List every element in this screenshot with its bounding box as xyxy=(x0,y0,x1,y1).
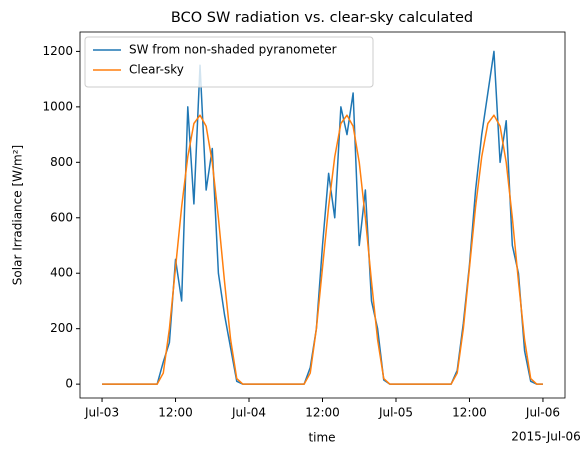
x-axis-label: time xyxy=(308,431,335,445)
chart-title: BCO SW radiation vs. clear-sky calculate… xyxy=(171,10,473,26)
legend-label: Clear-sky xyxy=(129,63,184,77)
series-line xyxy=(102,114,543,385)
x-tick-label: 12:00 xyxy=(158,406,193,420)
legend-box xyxy=(84,36,374,88)
y-tick-label: 1000 xyxy=(42,99,73,113)
y-tick-label: 800 xyxy=(50,155,73,169)
y-axis-label: Solar Irradiance [W/m²] xyxy=(11,145,25,285)
x-tick-label: 12:00 xyxy=(305,406,340,420)
legend-label: SW from non-shaded pyranometer xyxy=(129,43,337,57)
x-tick-label: Jul-06 xyxy=(525,406,560,420)
y-tick-label: 1200 xyxy=(42,44,73,58)
y-tick-label: 600 xyxy=(50,210,73,224)
x-tick-label: Jul-03 xyxy=(84,406,119,420)
y-tick-label: 400 xyxy=(50,266,73,280)
x-tick-label: Jul-05 xyxy=(378,406,413,420)
y-tick-label: 200 xyxy=(50,321,73,335)
y-tick-label: 0 xyxy=(65,377,73,391)
x-offset-text: 2015-Jul-06 xyxy=(511,430,580,444)
x-tick-label: Jul-04 xyxy=(231,406,266,420)
x-tick-label: 12:00 xyxy=(452,406,487,420)
axes-frame xyxy=(79,31,566,399)
legend: SW from non-shaded pyranometer Clear-sky xyxy=(84,36,374,88)
